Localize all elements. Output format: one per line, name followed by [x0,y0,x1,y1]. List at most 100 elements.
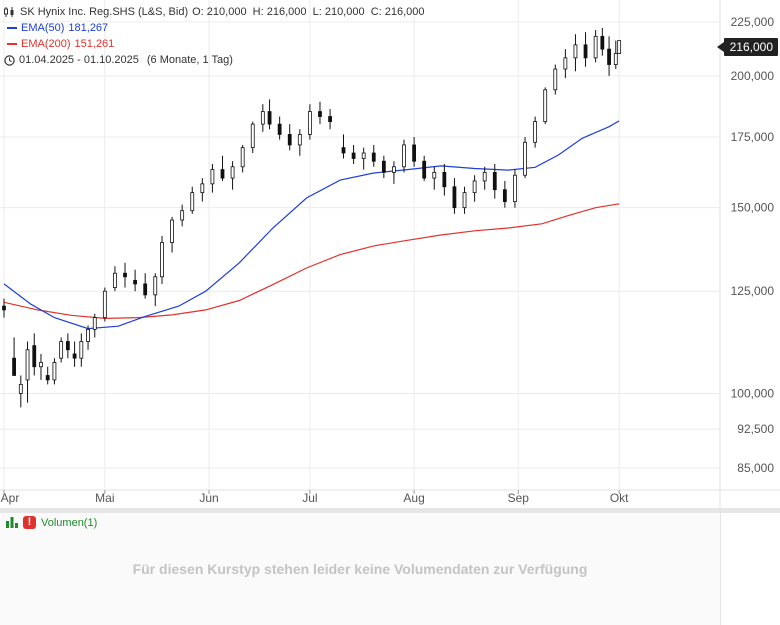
candle-body [18,383,23,394]
ema50-value: 181,267 [68,22,109,34]
candle-body [513,174,517,202]
candle-body [617,40,622,54]
candle-body [412,144,417,162]
candle-body [297,134,302,146]
candles [2,28,622,408]
candle-body [113,272,117,288]
y-tick-label: 200,000 [731,69,775,83]
volume-label[interactable]: Volumen(1) [41,516,98,529]
ema50-path [3,120,620,330]
candle-body [72,353,77,359]
candle-body [240,147,245,168]
candle-body [432,171,437,179]
chart-legend: SK Hynix Inc. Reg.SHS (L&S, Bid) O: 210,… [4,4,429,68]
candle-body [502,189,507,202]
x-tick-label: Aug [403,491,424,505]
volume-panel [0,513,720,625]
candle-body [351,152,356,159]
volume-message: Für diesen Kurstyp stehen leider keine V… [132,561,588,577]
ohlc-values: O: 210,000 H: 216,000 L: 210,000 C: 216,… [192,6,425,18]
candle-body [160,242,164,278]
instrument-title: SK Hynix Inc. Reg.SHS (L&S, Bid) [20,6,189,18]
ema200-path [3,203,620,320]
panel-divider[interactable] [0,508,780,513]
ema50-swatch [7,27,17,29]
candle-body [287,134,292,146]
candle-body [318,111,322,117]
y-axis: 225,000 200,000 175,000 150,000 125,000 100,0… [731,15,775,475]
candle-body [607,48,611,65]
candle-body [143,283,148,296]
candle-body [86,329,90,342]
ema50-line [3,120,620,330]
candle-body [422,160,427,179]
ema200-label: EMA(200) [21,38,71,50]
y-tick-label: 85,000 [737,461,774,475]
y-tick-label: 125,000 [731,284,775,298]
candle-body [543,89,548,122]
candle-body [250,123,255,149]
candle-body [267,111,272,125]
x-tick-label: Sep [508,491,530,505]
x-tick-label: Mai [95,491,114,505]
candle-body [200,183,205,194]
x-axis: Apr Mai Jun Jul Aug Sep Okt [1,491,629,505]
x-tick-label: Apr [1,491,20,505]
candle-body [381,160,386,173]
x-tick-label: Jul [302,491,317,505]
candle-body [533,121,538,143]
candle-body [32,345,37,368]
candle-body [452,186,457,209]
date-range: 01.04.2025 - 01.10.2025 [19,54,139,66]
y-tick-label: 92,500 [737,422,774,436]
candle-body [328,116,332,122]
ema200-line [3,203,620,320]
candle-body [220,169,225,179]
candle-body [153,276,158,296]
candle-body [65,341,70,351]
candle-body [102,290,107,319]
candle-body [210,169,215,185]
ema50-label: EMA(50) [21,22,65,34]
candle-body [402,144,406,168]
candle-body [133,279,137,285]
candle-body [52,362,57,381]
y-tick-label: 100,000 [731,386,775,400]
x-tick-label: Okt [610,491,629,505]
candle-body [492,171,497,191]
legend-ema50[interactable]: EMA(50) 181,267 [4,20,429,36]
last-price-tag: 216,000 [716,38,778,56]
candle-body [277,123,282,135]
candle-body [59,341,64,359]
candle-body [593,35,598,59]
candle-body [45,375,50,381]
candle-body [12,357,16,376]
y-tick-label: 175,000 [731,130,775,144]
candle-body [180,210,185,221]
candle-body [92,317,97,330]
candle-body [39,362,43,368]
candle-body [462,192,467,209]
candle-body [190,192,195,212]
candle-body [230,166,235,179]
legend-range: 01.04.2025 - 01.10.2025 (6 Monate, 1 Tag… [4,52,429,68]
date-range-detail: (6 Monate, 1 Tag) [146,54,233,66]
y-tick-label: 225,000 [731,15,775,29]
candle-body [123,272,127,278]
candle-body [170,219,174,243]
bar-chart-icon[interactable] [6,517,18,529]
candle-body [307,111,312,135]
candle-body [583,44,588,59]
candle-body [472,180,477,194]
candle-body [482,171,487,182]
candle-body [341,147,346,154]
candle-body [260,111,265,125]
legend-ema200[interactable]: EMA(200) 151,261 [4,36,429,52]
candle-body [392,166,396,173]
legend-title-row: SK Hynix Inc. Reg.SHS (L&S, Bid) O: 210,… [4,4,429,20]
ema200-swatch [7,43,17,45]
warning-icon[interactable]: ! [23,516,36,529]
candle-body [2,305,6,311]
candle-body [442,171,447,188]
